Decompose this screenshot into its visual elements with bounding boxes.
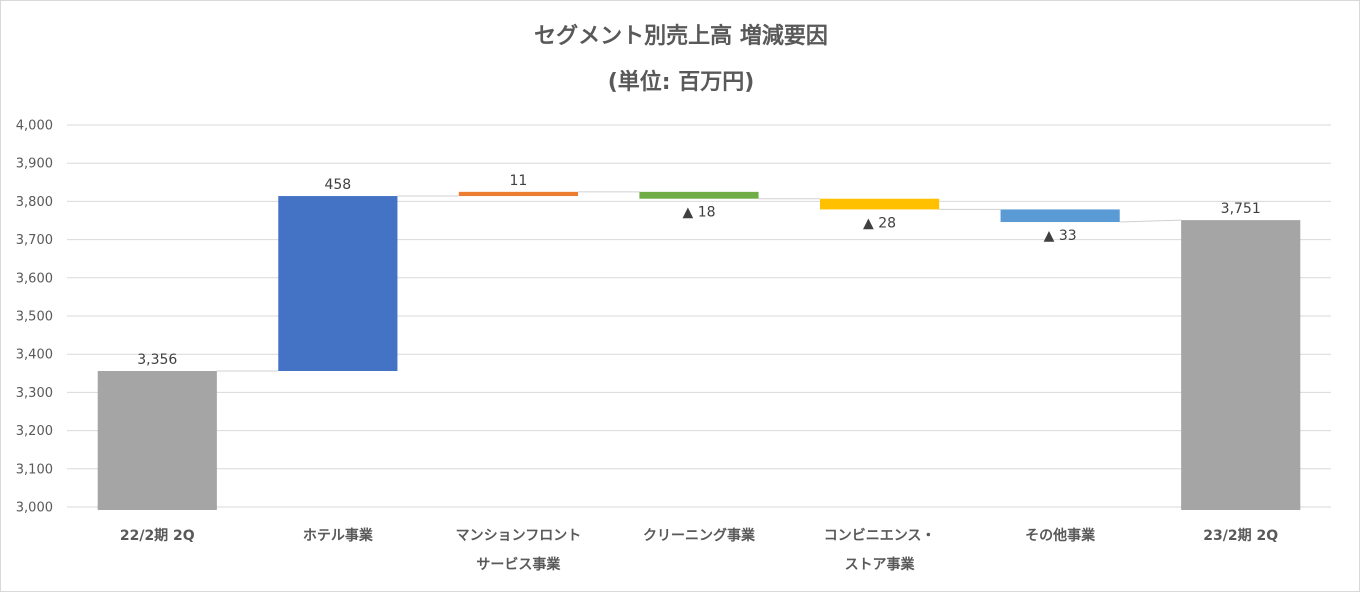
x-tick-label: 23/2期 2Q	[1203, 528, 1278, 544]
x-tick-label: サービス事業	[476, 556, 561, 573]
connector-lines	[216, 191, 1182, 372]
y-tick-label: 3,900	[16, 157, 53, 172]
y-tick-label: 3,600	[16, 271, 53, 286]
bar	[639, 191, 759, 199]
data-label: ▲ 33	[1044, 228, 1077, 244]
x-tick-label: その他事業	[1025, 527, 1096, 544]
data-label: ▲ 18	[682, 205, 715, 221]
x-tick-label: コンビニエンス・	[824, 528, 936, 544]
y-tick-label: 3,400	[16, 348, 53, 363]
data-label: ▲ 28	[863, 215, 896, 231]
bar	[458, 191, 579, 197]
x-tick-label: 22/2期 2Q	[120, 528, 195, 544]
y-tick-label: 3,700	[16, 233, 53, 248]
bar	[819, 198, 940, 210]
y-axis: 3,000 3,100 3,200 3,300 3,400 3,500 3,600 3,700…	[16, 119, 53, 516]
data-labels: 3,356 458 11 ▲ 18 ▲ 28 ▲ 33 3,751	[137, 173, 1261, 368]
y-tick-label: 3,100	[16, 462, 53, 477]
y-tick-label: 3,200	[16, 424, 53, 439]
data-label: 3,356	[137, 352, 177, 368]
chart-subtitle: (単位: 百万円)	[608, 69, 755, 95]
bar	[97, 371, 217, 507]
x-tick-label: ホテル事業	[303, 527, 374, 544]
bar-base	[1181, 506, 1301, 510]
y-tick-label: 3,000	[16, 501, 53, 516]
connector-line	[1119, 219, 1182, 223]
grid-lines	[67, 124, 1331, 508]
x-tick-label: ストア事業	[845, 556, 916, 573]
bar	[278, 196, 398, 372]
bar-base	[97, 506, 217, 510]
bars	[97, 191, 1301, 510]
x-tick-label: クリーニング事業	[643, 527, 756, 544]
y-tick-label: 3,300	[16, 386, 53, 401]
y-tick-label: 4,000	[16, 119, 53, 134]
data-label: 3,751	[1221, 201, 1261, 217]
x-tick-label: マンションフロント	[456, 528, 582, 544]
y-tick-label: 3,500	[16, 310, 53, 325]
data-label: 11	[510, 173, 528, 189]
y-tick-label: 3,800	[16, 195, 53, 210]
data-label: 458	[324, 177, 351, 193]
chart-title: セグメント別売上高 増減要因	[534, 23, 828, 49]
bar	[1000, 209, 1120, 223]
bar	[1181, 220, 1301, 508]
